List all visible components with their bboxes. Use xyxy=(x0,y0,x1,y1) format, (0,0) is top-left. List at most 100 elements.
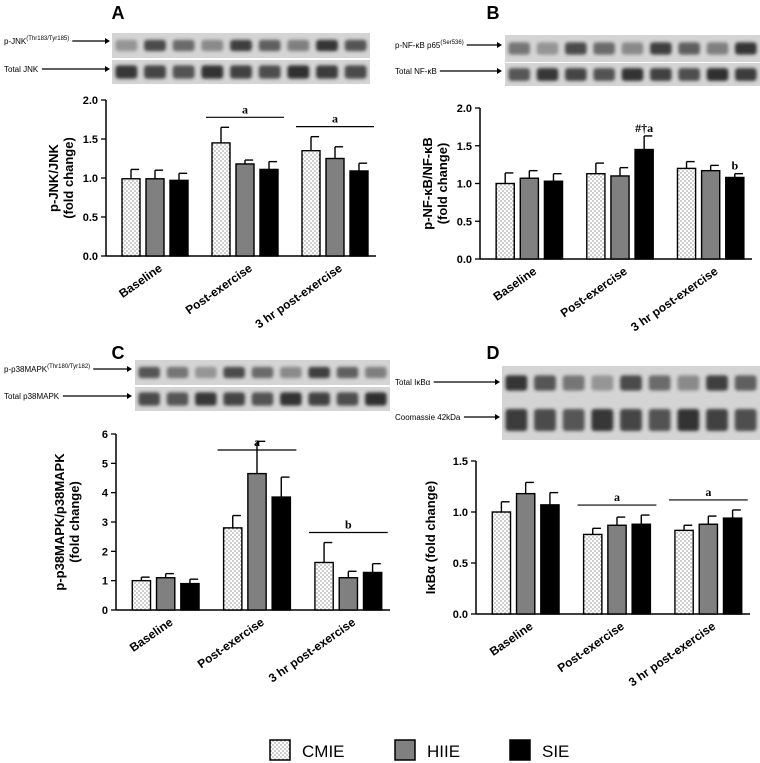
blot-band xyxy=(621,68,644,81)
blot-label-bottom: Total p38MAPK xyxy=(4,392,60,401)
bar-hiie xyxy=(519,177,540,260)
bar-cmie xyxy=(131,579,152,611)
y-tick-label: 0.5 xyxy=(453,558,468,570)
bar-sie xyxy=(634,148,654,260)
y-axis-label: IκBα (fold change) xyxy=(423,481,438,594)
blot-band xyxy=(505,409,528,431)
blot-band xyxy=(650,68,672,81)
blot-band xyxy=(287,39,310,52)
blot-band xyxy=(508,42,530,55)
category-label: Post-exercise xyxy=(558,264,630,320)
blot-band xyxy=(591,375,614,391)
blot-arrow xyxy=(463,414,500,420)
blot-band xyxy=(536,42,559,55)
blot-band xyxy=(620,409,642,431)
blot-band xyxy=(593,42,615,55)
category-label: 3 hr post-exercise xyxy=(626,619,718,690)
bar-sie xyxy=(349,170,369,257)
category-label: Baseline xyxy=(491,264,540,304)
blot-top xyxy=(135,360,390,385)
panel-d: D Total IκBα Coomassie 42kDa 0.0 0.5 1.0 1.5 Iκ… xyxy=(395,343,760,689)
blot-label-top: Total IκBα xyxy=(395,378,431,387)
blot-band xyxy=(336,366,359,379)
blot-top xyxy=(112,33,370,58)
y-tick-label: 3 xyxy=(102,517,108,529)
blot-band xyxy=(223,392,245,406)
blot-band xyxy=(706,375,728,391)
blot-band xyxy=(172,65,195,79)
blot-band xyxy=(650,42,672,55)
panel-c: Cp-p38MAPK(Thr180/Tyr182) Total p38MAPK 0 1… xyxy=(4,343,390,685)
panel-a: Ap-JNK(Thr183/Tyr185) Total JNK 0.0 0.5 1.0 1… xyxy=(4,3,376,331)
blot-top xyxy=(505,35,760,62)
category-label: Baseline xyxy=(116,261,165,301)
bar-hiie xyxy=(325,157,345,257)
blot-label-top: p-JNK(Thr183/Tyr185) xyxy=(4,36,69,46)
bar-sie xyxy=(543,180,564,260)
panel-letter: D xyxy=(487,343,500,363)
bar-hiie xyxy=(247,472,267,611)
blot-band xyxy=(536,68,559,81)
bar-cmie xyxy=(301,149,321,257)
blot-band xyxy=(677,375,700,391)
blot-band xyxy=(251,366,274,379)
y-tick-label: 1.5 xyxy=(453,456,468,468)
bar-hiie xyxy=(145,178,165,257)
y-tick-label: 4 xyxy=(102,488,109,500)
significance-bracket: a xyxy=(577,490,657,506)
bar-cmie xyxy=(121,178,141,257)
bars xyxy=(495,135,745,260)
blot-arrow xyxy=(433,379,500,385)
bar-sie xyxy=(259,168,279,257)
blot-bottom xyxy=(112,60,370,84)
blot-band xyxy=(734,375,757,391)
blot-band xyxy=(648,375,671,391)
blot-band xyxy=(508,68,530,81)
blot-band xyxy=(677,409,700,431)
bar-sie xyxy=(362,571,383,611)
blot-band xyxy=(280,392,302,406)
bars xyxy=(131,440,383,611)
legend-swatch xyxy=(509,739,531,761)
legend-swatch xyxy=(394,739,416,761)
blot-band xyxy=(591,409,614,431)
blot-bottom xyxy=(135,387,390,411)
blot-label-top: p-NF-κB p65(Ser536) xyxy=(395,40,464,50)
y-axis-label: p-NF-κB/NF-κB(fold change) xyxy=(420,137,450,229)
y-tick-label: 0.5 xyxy=(83,212,98,224)
blot-band xyxy=(534,409,556,431)
blot-band xyxy=(565,42,587,55)
significance-bracket: a xyxy=(296,112,374,128)
significance-bracket: a xyxy=(217,435,297,451)
blot-band xyxy=(505,375,528,391)
bars xyxy=(121,126,369,257)
y-tick-label: 2.0 xyxy=(83,95,98,107)
blot-band xyxy=(678,42,700,55)
blot-band xyxy=(621,42,644,55)
y-axis-label: p-p38MAPK/p38MAPK(fold change) xyxy=(52,453,82,591)
blot-label-bottom: Coomassie 42kDa xyxy=(395,413,461,422)
blot-band xyxy=(336,392,359,406)
y-tick-label: 2 xyxy=(102,546,108,558)
bar-cmie xyxy=(495,182,515,260)
bar-sie xyxy=(169,179,189,257)
blot-band xyxy=(365,392,387,406)
blot-band xyxy=(735,42,757,55)
blot-band xyxy=(287,65,310,79)
significance-label: a xyxy=(705,485,711,499)
blot-band xyxy=(280,366,302,379)
blot-band xyxy=(678,68,700,81)
y-tick-label: 0.0 xyxy=(453,609,468,621)
marker-label: #†a xyxy=(635,121,653,135)
blot-band xyxy=(251,392,274,406)
legend-item-cmie: CMIE xyxy=(269,739,345,761)
bar-hiie xyxy=(610,175,630,260)
bar-cmie xyxy=(211,142,231,257)
blot-arrow xyxy=(72,38,110,44)
bar-hiie xyxy=(700,169,721,260)
category-label: 3 hr post-exercise xyxy=(253,261,345,332)
blot-band xyxy=(195,366,217,379)
significance-label: a xyxy=(242,102,248,116)
category-label: Post-exercise xyxy=(555,619,627,675)
blot-label-bottom: Total NF-κB xyxy=(395,67,437,76)
